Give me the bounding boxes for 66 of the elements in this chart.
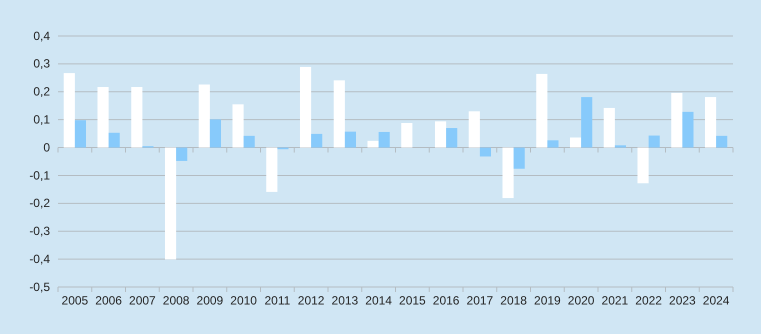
bar — [97, 87, 109, 148]
x-tick-label: 2015 — [399, 294, 426, 308]
y-tick-label: 0,2 — [33, 84, 50, 99]
bar — [502, 148, 514, 198]
x-tick-label: 2008 — [162, 294, 190, 308]
x-tick-label: 2019 — [534, 294, 562, 308]
x-tick-label: 2010 — [230, 294, 258, 308]
x-tick-label: 2016 — [432, 294, 460, 308]
y-tick-label: 0,1 — [33, 112, 50, 127]
y-tick-label: 0,3 — [33, 56, 50, 71]
x-tick-label: 2020 — [568, 294, 595, 308]
y-tick-label: 0 — [43, 140, 50, 154]
bar — [232, 104, 244, 148]
x-tick-label: 2012 — [298, 294, 325, 308]
y-tick-label: -0,2 — [29, 196, 50, 210]
bar — [74, 120, 86, 148]
bar — [176, 148, 188, 161]
x-tick-label: 2024 — [702, 294, 730, 308]
bar — [198, 84, 210, 148]
bar — [547, 140, 559, 148]
bar — [108, 132, 120, 148]
bar — [570, 138, 582, 148]
bar — [480, 148, 492, 156]
bar — [468, 111, 480, 148]
x-tick-label: 2006 — [95, 294, 122, 308]
bar — [682, 112, 694, 148]
bar — [64, 73, 75, 148]
x-tick-label: 2023 — [669, 294, 696, 308]
x-tick-label: 2018 — [500, 294, 528, 308]
bar — [536, 74, 548, 148]
y-tick-label: -0,1 — [29, 168, 50, 182]
bar — [344, 132, 356, 148]
bar — [648, 136, 660, 148]
bar — [401, 123, 412, 148]
bar — [311, 134, 322, 148]
bar — [334, 80, 345, 148]
x-tick-label: 2017 — [466, 294, 494, 308]
bar — [434, 121, 446, 148]
x-tick-label: 2014 — [365, 294, 392, 308]
y-tick-label: -0,5 — [29, 280, 50, 294]
x-tick-label: 2009 — [196, 294, 224, 308]
x-tick-label: 2022 — [635, 294, 662, 308]
bar — [581, 97, 592, 148]
bar — [716, 136, 728, 148]
bar — [244, 136, 255, 148]
bar — [704, 97, 716, 148]
y-tick-label: -0,4 — [29, 252, 50, 266]
bar — [131, 87, 142, 148]
bar — [637, 148, 649, 184]
bar — [671, 92, 682, 148]
bar — [266, 148, 278, 192]
bar — [446, 128, 458, 148]
bar — [367, 140, 379, 148]
x-tick-label: 2013 — [332, 294, 359, 308]
x-tick-label: 2007 — [129, 294, 156, 308]
bar — [514, 148, 525, 169]
y-tick-label: 0,4 — [33, 28, 50, 43]
x-tick-label: 2005 — [62, 294, 89, 308]
x-tick-label: 2011 — [264, 294, 291, 308]
bar — [300, 66, 312, 148]
bar — [378, 132, 390, 148]
y-tick-label: -0,3 — [29, 224, 50, 238]
bar — [604, 108, 615, 148]
bar — [164, 148, 176, 260]
x-tick-label: 2021 — [602, 294, 629, 308]
bar — [210, 119, 222, 148]
